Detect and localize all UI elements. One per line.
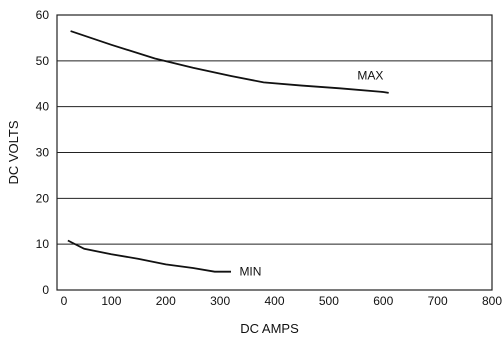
y-tick-60: 60 — [36, 8, 50, 22]
y-tick-30: 30 — [36, 146, 50, 160]
x-tick-700: 700 — [428, 294, 448, 308]
x-tick-500: 500 — [319, 294, 339, 308]
x-axis-title: DC AMPS — [240, 321, 299, 336]
x-tick-400: 400 — [264, 294, 284, 308]
y-tick-40: 40 — [36, 100, 50, 114]
y-tick-10: 10 — [36, 237, 50, 251]
series-line-min — [67, 239, 231, 273]
gridlines — [57, 60, 492, 245]
y-axis-title: DC VOLTS — [6, 120, 21, 184]
y-tick-50: 50 — [36, 54, 50, 68]
y-tick-20: 20 — [36, 191, 50, 205]
series-line-max — [70, 30, 389, 94]
y-tick-0: 0 — [42, 283, 49, 297]
y-tick-labels: 0 10 20 30 40 50 60 — [36, 8, 50, 297]
series: MAX MIN — [67, 30, 389, 279]
x-tick-200: 200 — [156, 294, 176, 308]
x-tick-0: 0 — [61, 294, 68, 308]
x-tick-300: 300 — [210, 294, 230, 308]
x-tick-600: 600 — [373, 294, 393, 308]
series-label-min: MIN — [239, 265, 261, 279]
series-label-max: MAX — [357, 68, 383, 82]
x-tick-labels: 0 100 200 300 400 500 600 700 800 — [61, 294, 503, 308]
x-tick-800: 800 — [482, 294, 502, 308]
x-tick-100: 100 — [101, 294, 121, 308]
plot-frame — [56, 14, 493, 291]
